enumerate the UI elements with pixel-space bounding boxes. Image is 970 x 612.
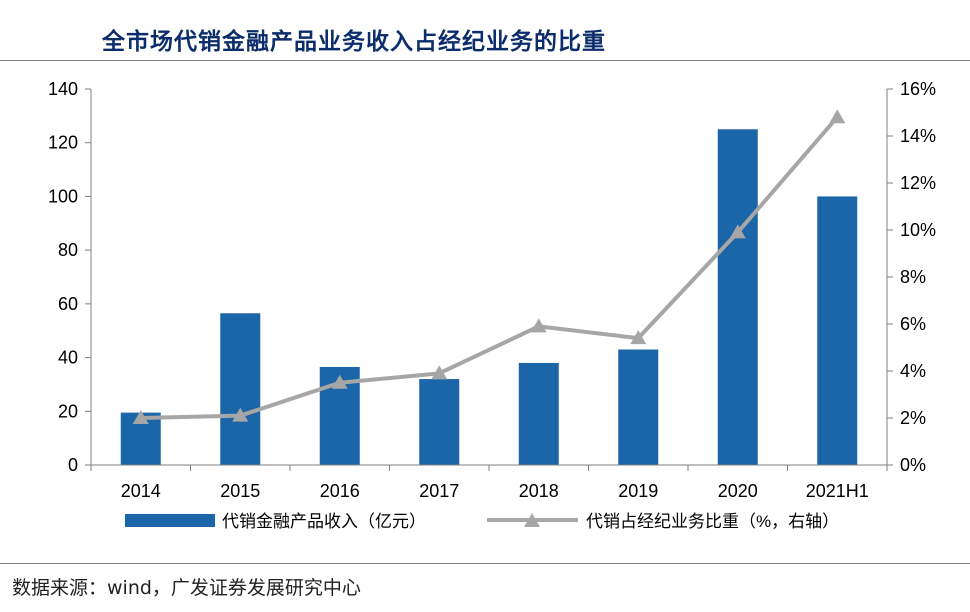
left-tick-label: 20 [58, 401, 78, 421]
bar-2017 [419, 379, 460, 465]
ratio-marker-2014 [132, 410, 149, 424]
left-tick-label: 80 [58, 240, 78, 260]
right-tick-label: 8% [900, 267, 926, 287]
legend-line-label: 代销占经纪业务比重（%，右轴） [586, 512, 839, 531]
right-tick-label: 14% [900, 126, 936, 146]
bar-2021H1 [817, 196, 858, 465]
legend: 代销金融产品收入（亿元） 代销占经纪业务比重（%，右轴） [125, 512, 839, 531]
bar-2020 [717, 129, 758, 466]
bottom-divider [0, 563, 970, 564]
bar-series [120, 129, 858, 466]
top-divider [0, 60, 970, 61]
x-tick-label: 2015 [220, 481, 260, 501]
x-tick-label: 2020 [718, 481, 758, 501]
left-tick-label: 120 [48, 133, 78, 153]
legend-line-marker [524, 513, 540, 527]
x-tick-label: 2016 [320, 481, 360, 501]
ratio-marker-2018 [530, 318, 547, 333]
right-tick-label: 4% [900, 361, 926, 381]
left-tick-label: 40 [58, 348, 78, 368]
right-tick-label: 10% [900, 220, 936, 240]
left-tick-label: 140 [48, 79, 78, 99]
source-note: 数据来源：wind，广发证券发展研究中心 [12, 577, 361, 599]
left-tick-label: 60 [58, 294, 78, 314]
legend-bar-label: 代销金融产品收入（亿元） [222, 512, 426, 531]
left-tick-label: 0 [68, 455, 78, 475]
left-tick-label: 100 [48, 186, 78, 206]
chart-title: 全市场代销金融产品业务收入占经纪业务的比重 [102, 29, 606, 55]
ratio-marker-2016 [331, 374, 348, 389]
right-tick-label: 0% [900, 455, 926, 475]
ratio-marker-2019 [630, 330, 647, 345]
ratio-marker-2021H1 [829, 109, 846, 124]
right-tick-label: 12% [900, 173, 936, 193]
x-tick-label: 2017 [419, 481, 459, 501]
x-tick-label: 2014 [121, 481, 161, 501]
tick-labels: 0 20 40 60 80 100 120 140 0% 2% 4% 6% 8% 10% 12% 14% 16%… [48, 79, 936, 501]
ratio-marker-2020 [729, 224, 746, 239]
axes [85, 88, 893, 471]
x-tick-label: 2021H1 [806, 481, 869, 501]
legend-bar-swatch [125, 514, 215, 527]
right-tick-label: 16% [900, 79, 936, 99]
bar-2018 [518, 362, 559, 465]
ratio-marker-2017 [431, 365, 448, 380]
ratio-line [140, 115, 839, 420]
right-tick-label: 2% [900, 408, 926, 428]
chart: 0 20 40 60 80 100 120 140 0% 2% 4% 6% 8% 10% 12% 14% 16%… [48, 79, 936, 531]
x-tick-label: 2019 [618, 481, 658, 501]
line-series [132, 109, 846, 424]
ratio-marker-2015 [232, 407, 249, 422]
bar-2019 [618, 349, 659, 465]
bar-2015 [220, 313, 261, 465]
right-tick-label: 6% [900, 314, 926, 334]
x-tick-label: 2018 [519, 481, 559, 501]
